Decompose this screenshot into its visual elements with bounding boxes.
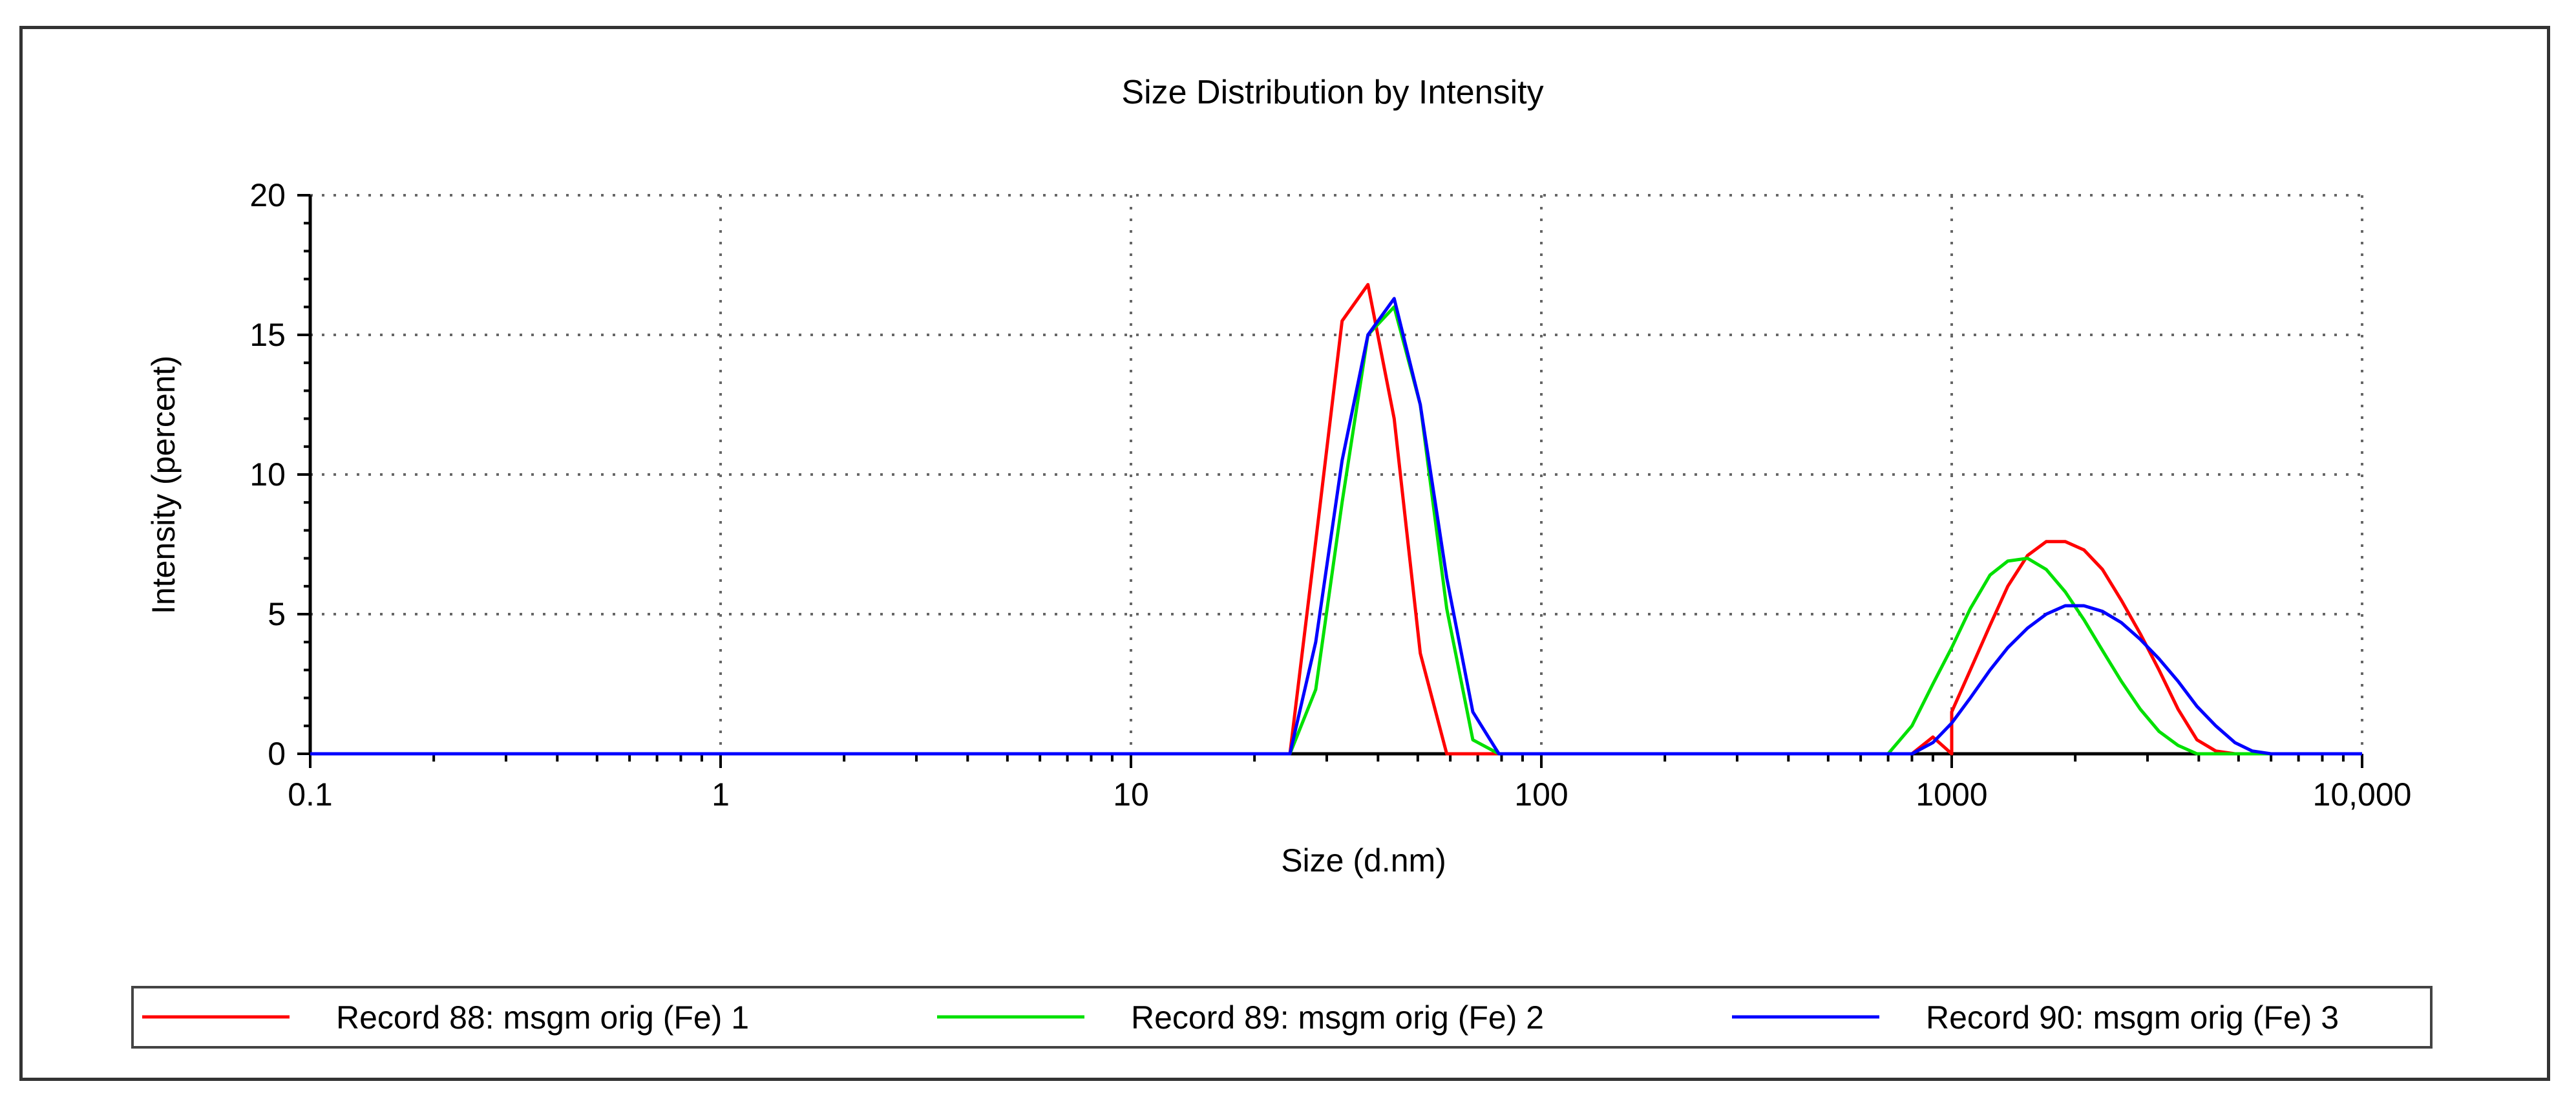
chart-title: Size Distribution by Intensity xyxy=(1121,74,1543,111)
y-tick-label: 5 xyxy=(268,596,286,632)
x-tick-label: 10 xyxy=(1113,776,1149,813)
y-tick-label: 0 xyxy=(268,736,286,772)
x-axis-label: Size (d.nm) xyxy=(1281,842,1446,879)
legend-label-1: Record 88: msgm orig (Fe) 1 xyxy=(336,999,749,1036)
y-tick-label: 15 xyxy=(249,317,286,353)
legend-label-2: Record 89: msgm orig (Fe) 2 xyxy=(1131,999,1544,1036)
y-axis-label: Intensity (percent) xyxy=(145,356,182,614)
axes: 0 5 10 15 20 0.1 1 10 100 1000 10,000 xyxy=(249,177,2411,813)
x-tick-label: 100 xyxy=(1514,776,1568,813)
x-tick-label: 10,000 xyxy=(2313,776,2412,813)
legend-label-3: Record 90: msgm orig (Fe) 3 xyxy=(1926,999,2339,1036)
y-tick-label: 10 xyxy=(249,456,286,493)
x-tick-label: 0.1 xyxy=(288,776,333,813)
chart-frame xyxy=(19,26,2550,1081)
series-line-3 xyxy=(310,297,2362,756)
legend: Record 88: msgm orig (Fe) 1 Record 89: ms… xyxy=(142,999,2339,1036)
series-lines xyxy=(310,283,2362,756)
series-line-1 xyxy=(310,283,2362,756)
x-tick-label: 1000 xyxy=(1916,776,1987,813)
legend-box xyxy=(131,986,2433,1049)
grid xyxy=(310,194,2363,754)
y-tick-label: 20 xyxy=(249,177,286,213)
series-line-2 xyxy=(310,305,2362,756)
x-tick-label: 1 xyxy=(712,776,730,813)
